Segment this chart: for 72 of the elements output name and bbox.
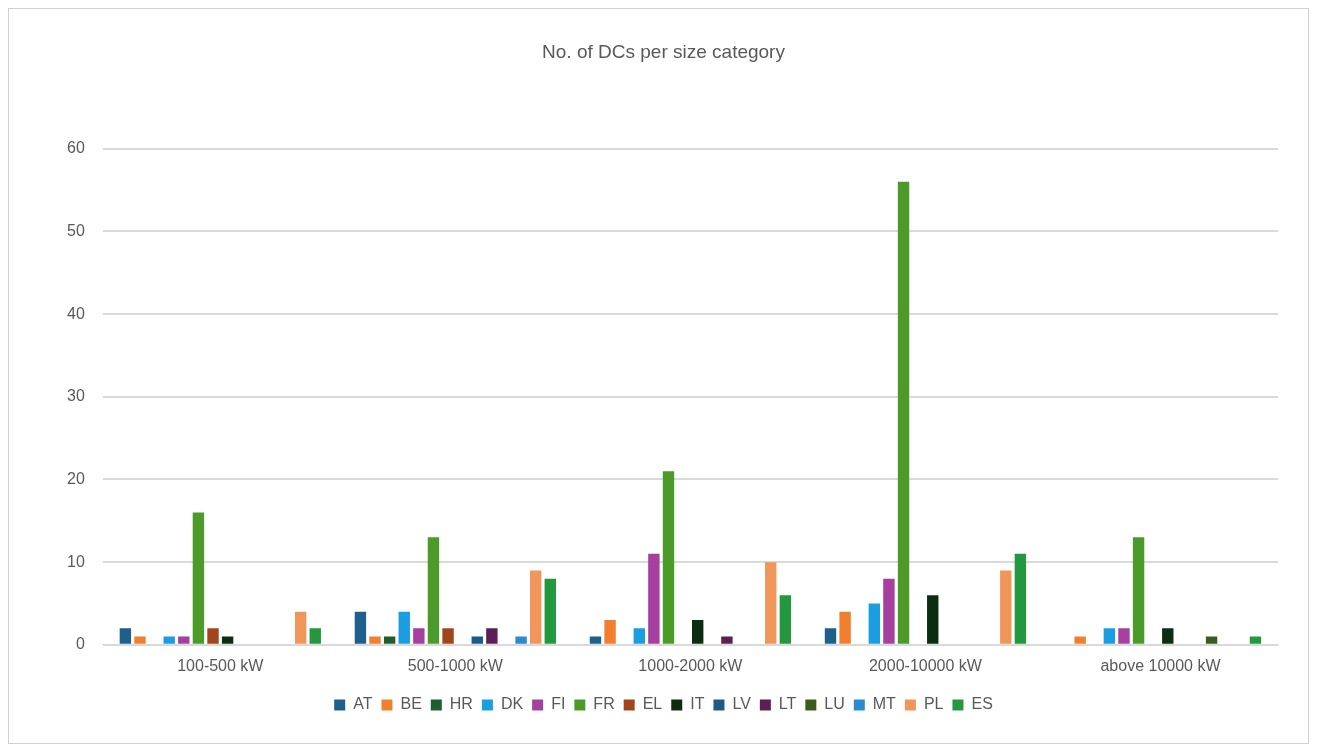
legend-label: IT — [690, 695, 705, 713]
bar — [221, 636, 234, 644]
legend-label: AT — [353, 695, 373, 713]
bar — [648, 553, 660, 644]
bar — [1074, 636, 1086, 644]
bar — [824, 628, 837, 644]
bar — [354, 611, 367, 644]
bar — [134, 636, 146, 644]
bar — [309, 628, 321, 644]
bar — [721, 636, 733, 644]
y-tick-label: 20 — [67, 469, 85, 487]
chart-title: No. of DCs per size category — [542, 40, 786, 62]
legend-label: FR — [593, 695, 615, 713]
bar — [839, 611, 851, 644]
legend-label: MT — [872, 695, 897, 713]
x-tick-label: 500-1000 kW — [407, 656, 504, 674]
legend-label: EL — [642, 695, 663, 713]
legend-label: PL — [923, 695, 944, 713]
bar — [369, 636, 381, 644]
bar — [442, 628, 454, 644]
bar — [471, 636, 483, 644]
bar — [1118, 628, 1130, 644]
legend-label: ES — [971, 695, 993, 713]
bar — [294, 611, 307, 644]
bar — [868, 603, 881, 644]
legend-label: LT — [778, 695, 797, 713]
bar — [883, 578, 895, 644]
bar — [192, 512, 205, 644]
legend-label: HR — [449, 695, 473, 713]
bar — [544, 578, 556, 644]
bar — [779, 595, 792, 644]
bar — [178, 636, 190, 644]
bar — [897, 181, 910, 644]
bar — [927, 595, 939, 644]
x-tick-label: above 10000 kW — [1100, 656, 1222, 674]
bar — [1014, 553, 1027, 644]
bar — [163, 636, 175, 644]
x-tick-label: 1000-2000 kW — [638, 656, 744, 674]
bar — [383, 636, 396, 644]
bar — [427, 537, 440, 644]
bar — [662, 471, 675, 644]
bar — [413, 628, 425, 644]
bar — [633, 628, 645, 644]
y-tick-label: 0 — [75, 635, 85, 653]
y-tick-label: 50 — [67, 221, 85, 239]
legend-label: BE — [400, 695, 422, 713]
x-tick-label: 2000-10000 kW — [868, 656, 983, 674]
y-tick-label: 10 — [67, 552, 85, 570]
legend-label: LU — [824, 695, 845, 713]
bar — [1132, 537, 1145, 644]
bar — [692, 620, 704, 644]
y-tick-label: 30 — [67, 387, 85, 405]
legend-label: DK — [500, 695, 524, 713]
bar — [530, 570, 542, 644]
bar — [515, 636, 527, 644]
bar — [1162, 628, 1174, 644]
bar — [119, 628, 132, 644]
bar — [486, 628, 498, 644]
bar — [765, 562, 777, 644]
bar — [1205, 636, 1218, 644]
bar — [1000, 570, 1012, 644]
bar — [207, 628, 219, 644]
bar — [1249, 636, 1262, 644]
bar — [604, 620, 616, 644]
legend-label: FI — [551, 695, 566, 713]
y-tick-label: 60 — [67, 139, 85, 157]
bar — [1103, 628, 1116, 644]
bar — [398, 611, 410, 644]
x-tick-label: 100-500 kW — [177, 656, 265, 674]
y-tick-label: 40 — [67, 304, 85, 322]
legend-label: LV — [732, 695, 752, 713]
bar — [589, 636, 602, 644]
